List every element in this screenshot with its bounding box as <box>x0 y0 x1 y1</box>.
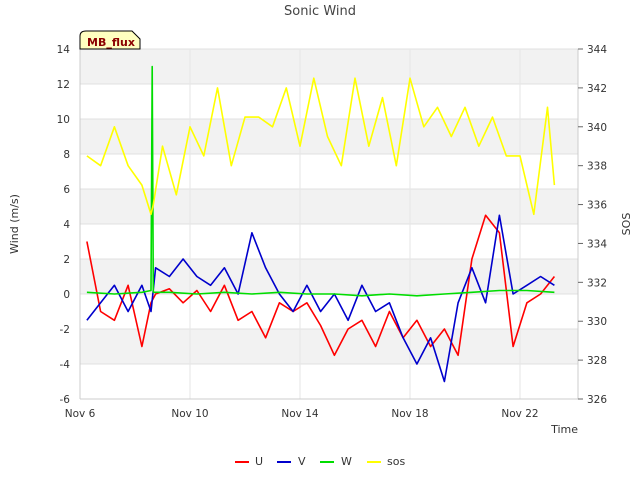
x-tick-label: Nov 22 <box>501 408 538 420</box>
y-left-tick-label: 6 <box>63 184 70 196</box>
legend-label-sos: sos <box>387 455 405 468</box>
y-right-tick-label: 328 <box>587 355 607 367</box>
mb-flux-badge: MB_flux <box>79 30 141 50</box>
x-axis-label: Time <box>550 423 578 436</box>
y-left-tick-label: -2 <box>60 324 70 336</box>
series-line-w <box>86 65 555 297</box>
y-right-tick-label: 332 <box>587 277 607 289</box>
y-left-tick-label: 8 <box>63 149 70 161</box>
series-line-u <box>86 214 556 357</box>
x-tick-label: Nov 14 <box>281 408 319 420</box>
legend-item-u: U <box>235 455 263 468</box>
legend: U V W sos <box>235 455 405 468</box>
y-axis-left-label: Wind (m/s) <box>8 194 21 254</box>
y-left-tick-label: 14 <box>57 44 71 56</box>
plot-frame <box>79 49 579 400</box>
y-right-tick-label: 326 <box>587 394 607 406</box>
legend-item-sos: sos <box>367 455 405 468</box>
y-axis-right-label: SOS <box>620 213 633 236</box>
y-right-tick-label: 336 <box>587 200 607 212</box>
grid-band <box>80 189 578 224</box>
y-right-tick-label: 340 <box>587 122 607 134</box>
x-tick-label: Nov 10 <box>171 408 208 420</box>
y-right-tick-label: 344 <box>587 44 607 56</box>
series-line-v <box>86 214 555 383</box>
series-lines <box>86 65 556 383</box>
y-right-tick-label: 334 <box>587 238 607 250</box>
x-tick-label: Nov 6 <box>65 408 96 420</box>
badge-label: MB_flux <box>87 36 135 49</box>
y-left-tick-label: 10 <box>57 114 70 126</box>
legend-label-v: V <box>298 455 306 468</box>
y-left-tick-label: -4 <box>60 359 71 371</box>
y-left-tick-label: 4 <box>63 219 70 231</box>
grid-band <box>80 49 578 84</box>
chart-title: Sonic Wind <box>284 4 356 19</box>
legend-item-v: V <box>277 455 306 468</box>
y-left-tick-label: 2 <box>63 254 70 266</box>
y-left-tick-label: 12 <box>57 79 70 91</box>
y-right-tick-label: 342 <box>587 83 607 95</box>
y-left-tick-label: -6 <box>60 394 71 406</box>
grid-band <box>80 259 578 294</box>
y-right-tick-label: 330 <box>587 316 607 328</box>
y-right-tick-label: 338 <box>587 161 607 173</box>
legend-label-u: U <box>255 455 263 468</box>
legend-item-w: W <box>320 455 352 468</box>
axis-ticks: -6 -4 -2 0 2 4 6 8 10 12 14 326 328 330 332 334 336 338 34… <box>57 44 608 420</box>
y-left-tick-label: 0 <box>63 289 70 301</box>
x-tick-label: Nov 18 <box>391 408 428 420</box>
grid-band <box>80 329 578 364</box>
legend-label-w: W <box>341 455 352 468</box>
series-line-sos <box>86 77 556 216</box>
